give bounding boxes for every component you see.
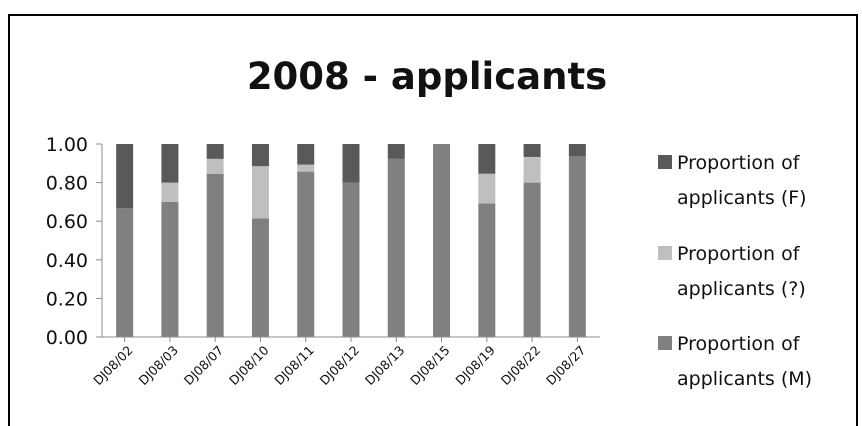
bar-segment-f [207,144,224,159]
bar-segment-m [478,203,495,337]
bar-segment-m [433,144,450,337]
bar-segment-unknown [478,174,495,204]
bar-segment-f [569,144,586,156]
bar-segment-unknown [252,166,269,218]
legend-label-line1: Proportion of [677,243,801,265]
x-tick-label: DJ08/10 [226,342,272,388]
bar-segment-m [161,202,178,337]
bar-segment-f [524,144,541,157]
legend: Proportion of applicants (F) Proportion of… [658,152,812,390]
y-tick-label: 1.00 [46,134,88,156]
x-tick-label: DJ08/02 [90,343,135,388]
y-tick-label: 0.60 [46,211,88,233]
legend-label-line1: Proportion of [677,152,801,174]
bar-segment-f [343,144,360,183]
bar-segment-unknown [297,165,314,172]
bar-segment-m [388,159,405,337]
bar-segment-unknown [161,183,178,202]
x-axis: DJ08/02 DJ08/03 DJ08/07 DJ08/10 DJ08/11 DJ08/… [90,337,600,388]
bar-segment-f [478,144,495,174]
x-tick-label: DJ08/22 [498,343,543,388]
legend-swatch [658,336,672,350]
bar-segment-f [252,144,269,166]
x-tick-label: DJ08/19 [452,342,498,388]
x-tick-label: DJ08/27 [543,343,588,388]
x-tick-label: DJ08/12 [317,343,362,388]
y-tick-label: 0.00 [46,327,88,349]
bar-segment-f [116,144,133,208]
x-tick-label: DJ08/07 [181,343,226,388]
x-tick-label: DJ08/03 [136,343,181,388]
bars [116,144,586,337]
bar-segment-f [161,144,178,183]
x-tick-label: DJ08/15 [407,343,452,388]
y-tick-label: 0.40 [46,250,88,272]
bar-segment-unknown [207,159,224,174]
bar-segment-m [297,172,314,337]
y-tick-label: 0.80 [46,173,88,195]
legend-label-line2: applicants (F) [677,187,807,209]
legend-label-line2: applicants (?) [677,278,806,300]
bar-segment-m [524,183,541,337]
legend-swatch [658,155,672,169]
legend-label-line2: applicants (M) [677,368,812,390]
legend-label-line1: Proportion of [677,333,801,355]
chart-title: 2008 - applicants [247,55,607,98]
bar-segment-m [252,218,269,337]
y-axis: 0.00 0.20 0.40 0.60 0.80 1.00 [46,134,102,349]
bar-segment-m [569,156,586,337]
bar-segment-unknown [524,157,541,183]
bar-segment-f [388,144,405,159]
bar-segment-m [116,208,133,337]
x-tick-label: DJ08/11 [271,343,316,388]
bar-segment-m [207,174,224,337]
legend-swatch [658,246,672,260]
y-tick-label: 0.20 [46,288,88,310]
x-tick-label: DJ08/13 [362,343,407,388]
bar-segment-f [297,144,314,165]
bar-segment-m [343,183,360,337]
